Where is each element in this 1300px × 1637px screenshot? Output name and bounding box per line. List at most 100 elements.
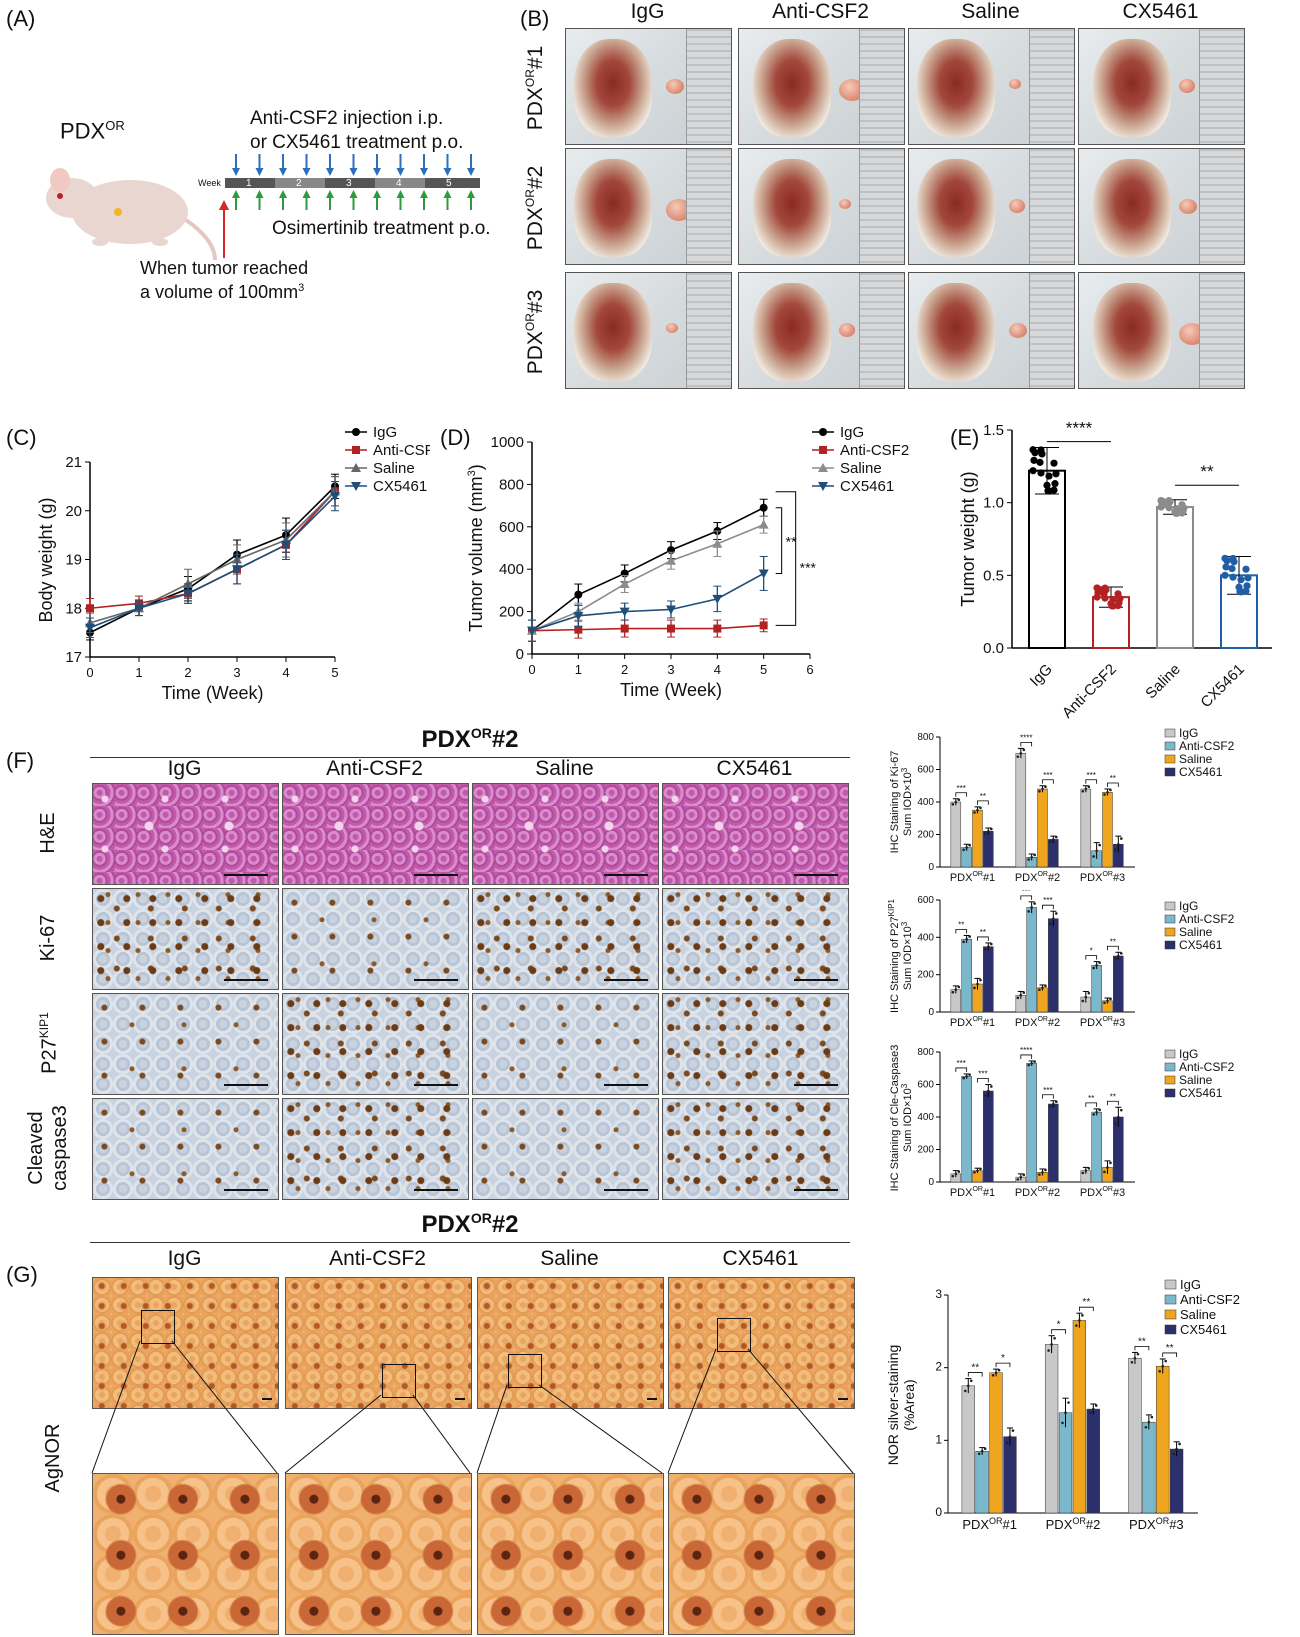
column-label: CX5461 bbox=[716, 757, 793, 780]
data-point bbox=[1106, 999, 1109, 1003]
data-point bbox=[1221, 554, 1229, 562]
sig-bracket bbox=[1042, 904, 1054, 910]
column-label: IgG bbox=[167, 757, 202, 780]
legend-label: Saline bbox=[1179, 752, 1213, 766]
legend-swatch bbox=[1164, 1049, 1176, 1059]
data-point bbox=[990, 942, 993, 946]
data-point bbox=[1237, 576, 1245, 584]
y-tick-label: 18 bbox=[65, 600, 82, 617]
legend-label: Anti-CSF2 bbox=[1179, 1060, 1235, 1074]
sig-label: ** bbox=[1110, 774, 1116, 783]
data-point bbox=[954, 1172, 958, 1176]
data-point bbox=[976, 1169, 979, 1172]
data-point bbox=[1165, 504, 1173, 512]
legend-marker bbox=[352, 446, 360, 454]
data-point bbox=[979, 978, 982, 982]
y-tick-label: 19 bbox=[65, 552, 82, 569]
bar bbox=[1015, 753, 1027, 868]
data-point bbox=[1037, 469, 1045, 477]
x-tick-label: 3 bbox=[233, 665, 240, 680]
data-point bbox=[1229, 573, 1237, 581]
y-tick-label: 400 bbox=[917, 797, 934, 808]
bar bbox=[961, 1076, 972, 1183]
green-arrow-head-icon bbox=[232, 190, 240, 198]
data-point bbox=[1016, 996, 1020, 1000]
sig-label: ** bbox=[1110, 937, 1116, 946]
legend-swatch bbox=[1164, 1075, 1176, 1085]
data-point bbox=[1103, 793, 1106, 796]
mouse-dissection-photo bbox=[565, 272, 732, 389]
data-point bbox=[1114, 848, 1117, 852]
sig-bracket bbox=[1107, 945, 1119, 951]
mouse-dissection-photo bbox=[1078, 148, 1245, 265]
mouse-dissection-photo bbox=[738, 28, 905, 145]
data-point bbox=[1095, 1110, 1098, 1114]
data-point bbox=[1044, 1168, 1047, 1172]
data-point bbox=[1045, 472, 1053, 480]
ihc-micrograph bbox=[472, 993, 659, 1095]
data-point bbox=[1016, 755, 1020, 758]
bar bbox=[1037, 987, 1048, 1013]
start-arrow-icon bbox=[219, 200, 229, 258]
tumor-specimen bbox=[1009, 199, 1025, 213]
data-point bbox=[976, 982, 979, 986]
data-point bbox=[1117, 1115, 1120, 1119]
data-point bbox=[954, 800, 958, 804]
data-point bbox=[1092, 966, 1095, 970]
agnor-micrograph bbox=[668, 1277, 855, 1409]
agnor-micrograph bbox=[92, 1277, 279, 1409]
data-point bbox=[1041, 986, 1044, 990]
ruler bbox=[859, 29, 904, 144]
tumor-specimen bbox=[666, 79, 684, 95]
data-point bbox=[1019, 1175, 1023, 1179]
data-point bbox=[574, 590, 583, 599]
chart-tumor-weight: 0.0 0.5 1.0 1.5 Tumor weight (g) IgG Anti-CSF2… bbox=[958, 420, 1272, 722]
green-arrow-head-icon bbox=[255, 190, 264, 198]
series-line bbox=[531, 624, 764, 632]
data-point bbox=[1178, 1442, 1181, 1446]
scale-bar bbox=[414, 979, 458, 981]
data-point bbox=[86, 604, 94, 613]
sig-bracket bbox=[1020, 895, 1033, 900]
sig-label: *** bbox=[1043, 771, 1052, 780]
treatment-line-1: Anti-CSF2 injection i.p. bbox=[250, 108, 444, 129]
data-point bbox=[1033, 1060, 1036, 1063]
data-point bbox=[1173, 509, 1181, 517]
y-axis-label: NOR silver-staining bbox=[885, 1345, 901, 1466]
data-point bbox=[619, 579, 630, 589]
y-tick-label: 2 bbox=[935, 1360, 942, 1374]
data-point bbox=[973, 986, 976, 990]
data-point bbox=[1081, 789, 1085, 793]
data-point bbox=[1052, 917, 1055, 920]
ihc-micrograph bbox=[282, 1098, 469, 1200]
series-line bbox=[89, 485, 336, 634]
y-tick-label: 0 bbox=[935, 1505, 942, 1519]
data-point bbox=[987, 945, 990, 948]
data-point bbox=[1041, 787, 1044, 791]
sig-bracket bbox=[1085, 955, 1098, 960]
legend-marker bbox=[351, 482, 361, 491]
group-label: PDXOR#3 bbox=[1080, 1016, 1125, 1029]
data-point bbox=[1147, 1420, 1151, 1424]
data-point bbox=[990, 1085, 993, 1088]
y-tick-label: 400 bbox=[917, 932, 934, 943]
data-point bbox=[968, 935, 971, 938]
sig-bracket bbox=[1107, 1100, 1119, 1106]
x-tick-label: 0 bbox=[528, 662, 535, 677]
data-point bbox=[712, 594, 723, 604]
data-point bbox=[962, 848, 965, 852]
data-point bbox=[281, 540, 291, 550]
mouse-carcass bbox=[1093, 39, 1171, 137]
panel-f-title: PDXOR#2 bbox=[421, 725, 519, 753]
data-point bbox=[713, 624, 722, 633]
data-point bbox=[1047, 1349, 1050, 1352]
ihc-micrograph bbox=[662, 783, 849, 885]
data-point bbox=[1091, 1407, 1095, 1411]
tumor-specimen bbox=[1179, 79, 1195, 93]
legend-swatch bbox=[1164, 927, 1176, 937]
mouse-dissection-photo bbox=[1078, 272, 1245, 389]
data-point bbox=[1098, 961, 1101, 965]
data-point bbox=[1120, 952, 1123, 955]
data-point bbox=[1243, 582, 1251, 590]
data-point bbox=[979, 806, 982, 810]
